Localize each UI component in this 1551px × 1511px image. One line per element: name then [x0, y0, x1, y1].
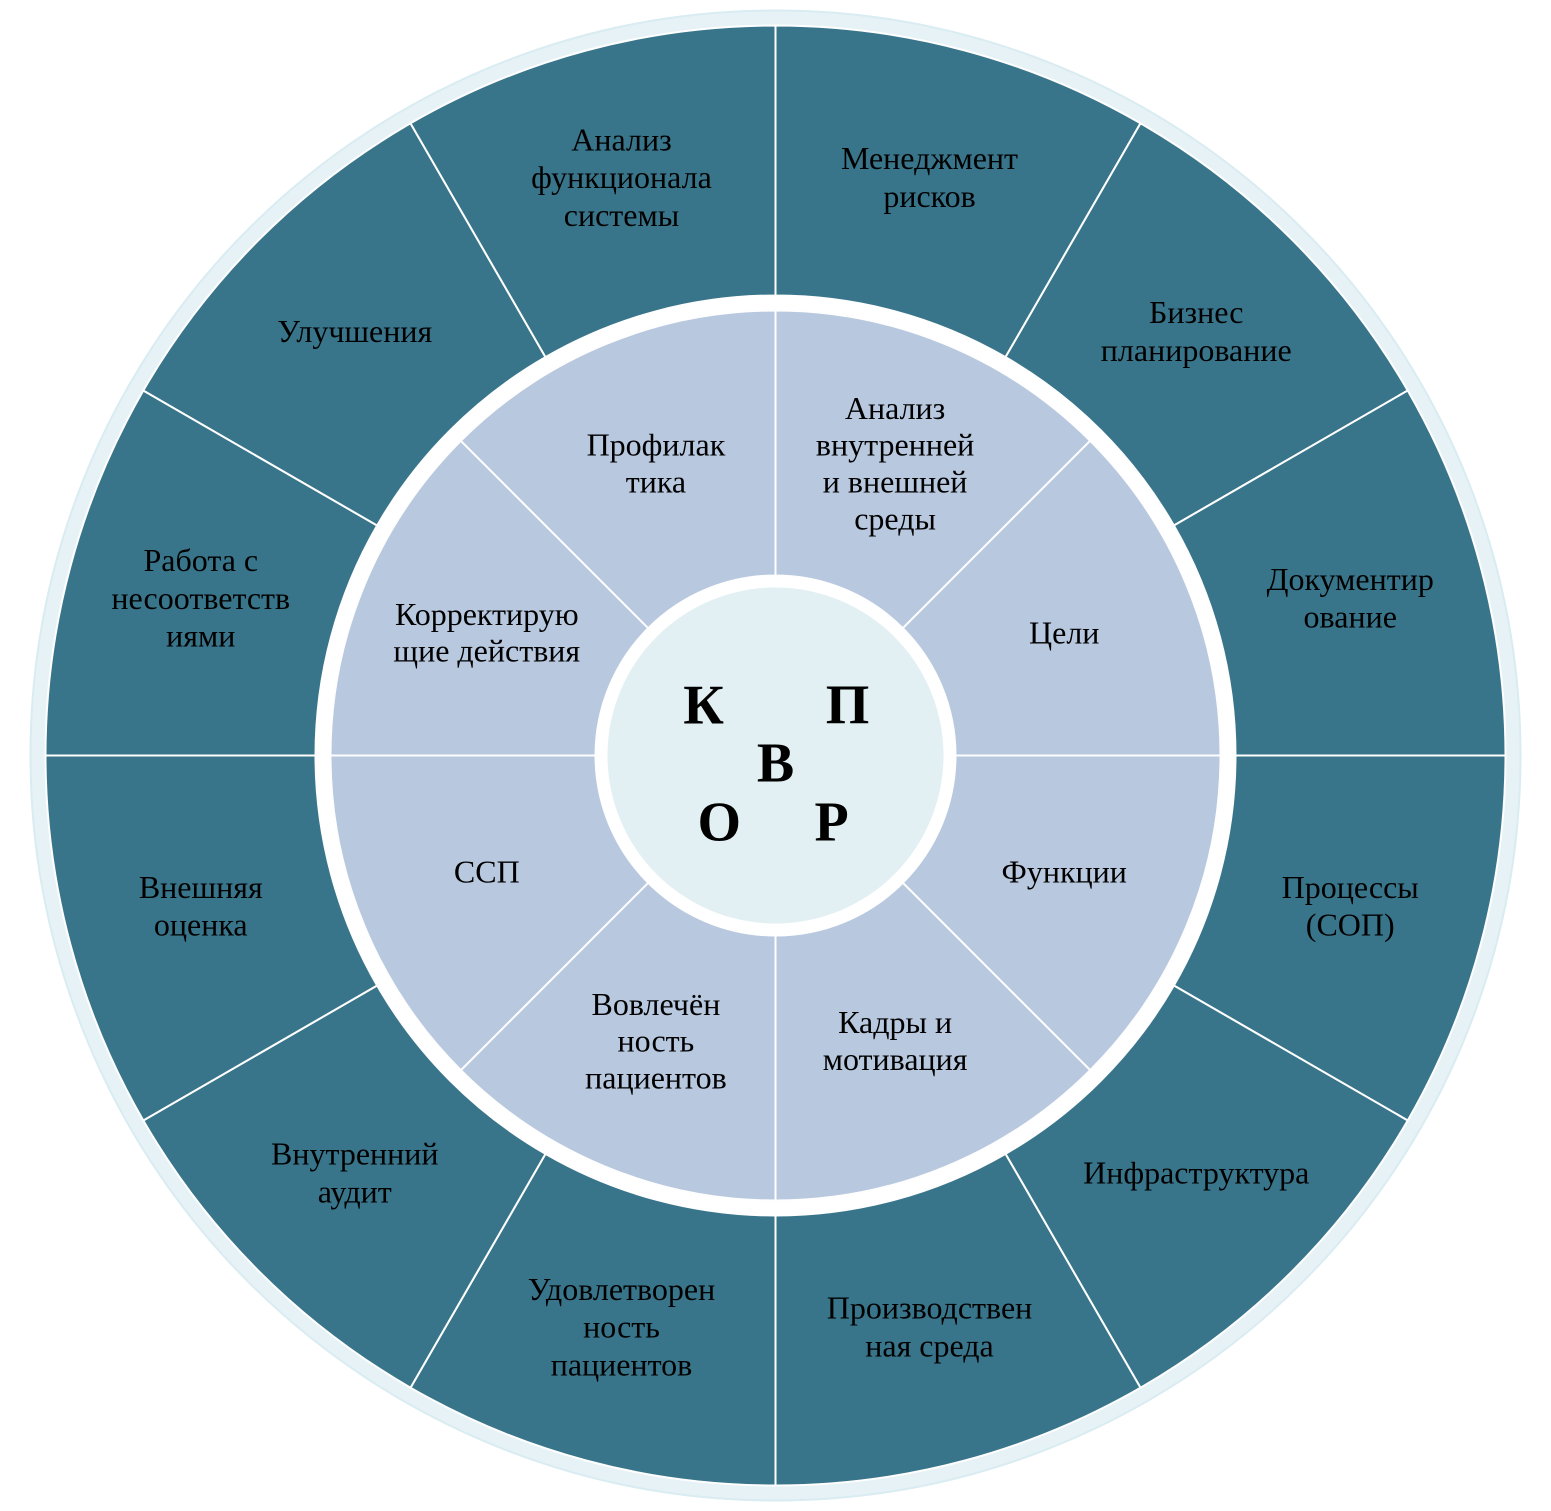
- core-letter: О: [698, 791, 742, 853]
- core-letter: Р: [815, 791, 849, 853]
- core-letter: К: [683, 675, 724, 737]
- middle-segment-label: ССП: [454, 853, 520, 889]
- middle-segment-label: Функции: [1002, 853, 1127, 889]
- middle-segment-label: Кадры имотивация: [823, 1004, 968, 1077]
- core-letter: В: [757, 732, 794, 794]
- outer-segment-label: Внешняяоценка: [139, 869, 263, 943]
- core-letter: П: [826, 675, 870, 737]
- radial-diagram: МенеджментрисковБизнеспланированиеДокуме…: [0, 0, 1551, 1511]
- outer-segment-label: Улучшения: [277, 313, 432, 349]
- middle-segment-label: Корректирующие действия: [393, 596, 580, 669]
- middle-segment-label: Цели: [1029, 614, 1099, 650]
- outer-segment-label: Инфраструктура: [1083, 1155, 1309, 1191]
